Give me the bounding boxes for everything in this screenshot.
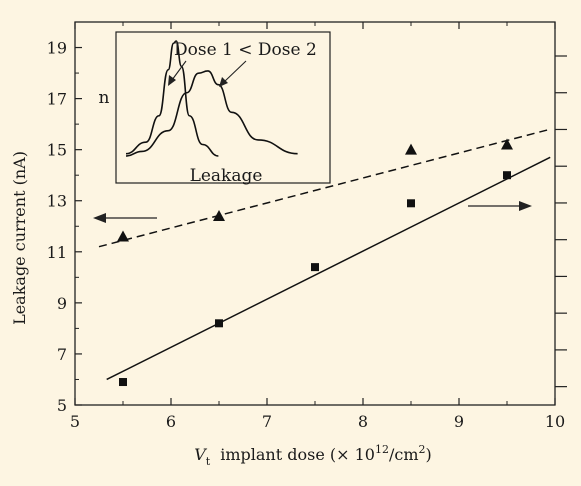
x-tick-label: 9 (454, 412, 464, 431)
x-tick-label: 10 (545, 412, 565, 431)
square-marker (119, 378, 127, 387)
inset-frame (115, 31, 331, 184)
inset-curves (125, 40, 298, 157)
square-fit-line (106, 156, 551, 381)
inset-arrow-dose2 (219, 60, 247, 87)
inset-curve-2 (125, 70, 298, 157)
x-label-text: implant dose (× 10 (220, 445, 375, 464)
x-tick-label: 5 (70, 412, 80, 431)
y-tick-label: 17 (47, 90, 67, 109)
x-tick-label: 7 (262, 412, 272, 431)
inset-curve-1 (125, 40, 219, 157)
x-label-symbol: V (194, 445, 207, 464)
inset-annotation: Dose 1 < Dose 2 (174, 40, 317, 60)
inset-xlabel: Leakage (190, 166, 263, 186)
y-tick-labels: 5 7 9 11 13 15 17 19 (47, 39, 67, 415)
square-marker (215, 319, 223, 328)
x-tick-labels: 5 6 7 8 9 10 (70, 412, 565, 431)
square-marker (407, 199, 415, 208)
triangle-marker (117, 230, 129, 242)
y-tick-label: 13 (47, 192, 67, 211)
x-label-unit: /cm (389, 445, 419, 464)
y-tick-label: 9 (57, 294, 67, 313)
fit-lines (98, 128, 551, 381)
x-tick-label: 8 (358, 412, 368, 431)
triangle-marker (501, 138, 513, 150)
x-label-unit-exp: 2 (419, 443, 426, 456)
x-label-close: ) (426, 445, 432, 464)
y-tick-label: 19 (47, 39, 67, 58)
x-label-subscript: t (206, 455, 211, 468)
x-label-exponent: 12 (375, 443, 389, 456)
triangle-marker (405, 143, 417, 155)
inset-arrow-dose1 (168, 60, 187, 86)
triangle-marker (213, 210, 225, 222)
left-arrow (93, 213, 157, 223)
y-tick-label: 7 (57, 345, 67, 364)
x-tick-label: 6 (166, 412, 176, 431)
square-marker (503, 171, 511, 180)
right-axis-ticks (555, 55, 567, 388)
x-axis-label: Vt implant dose (× 1012/cm2) (194, 443, 432, 468)
inset: n Leakage Dose 1 < Dose 2 (99, 31, 331, 186)
axis-ticks (74, 22, 556, 406)
inset-ylabel: n (99, 88, 110, 108)
y-tick-label: 5 (57, 396, 67, 415)
right-arrow (468, 201, 532, 211)
y-axis-label: Leakage current (nA) (10, 151, 29, 325)
y-tick-label: 11 (47, 243, 67, 262)
square-marker (311, 263, 319, 272)
y-tick-label: 15 (47, 141, 67, 160)
